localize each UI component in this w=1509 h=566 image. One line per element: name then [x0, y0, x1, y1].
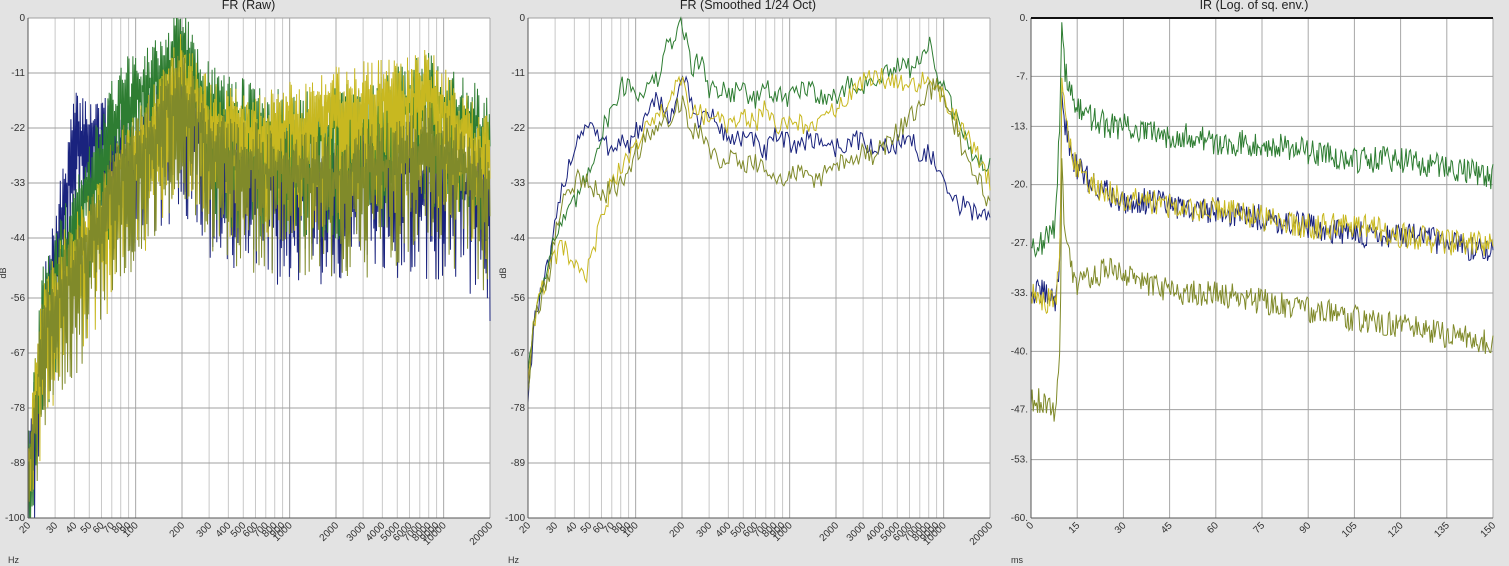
y-tick-label: -60.	[1011, 513, 1028, 524]
x-tick-label: 20000	[468, 520, 496, 548]
x-tick-label: 150	[1479, 520, 1499, 540]
x-tick-label: 3000	[845, 520, 869, 544]
y-tick-label: -22	[11, 123, 26, 134]
y-tick-label: -7.	[1016, 71, 1028, 82]
y-tick-label: -47.	[1011, 405, 1028, 416]
chart-title: FR (Raw)	[221, 0, 276, 12]
ir-plot: 0. -7. -13. -20. -27. -33. -40. -47. -53. -60.0 15…	[1011, 13, 1499, 565]
x-tick-label: 135	[1432, 520, 1452, 540]
plot-area	[528, 18, 990, 518]
y-axis-label: dB	[0, 267, 8, 278]
series-line-1	[1030, 22, 1494, 258]
y-tick-label: -44	[511, 233, 526, 244]
x-tick-label: 120	[1386, 520, 1406, 540]
y-tick-label: -27.	[1011, 238, 1028, 249]
x-axis-label: ms	[1011, 555, 1023, 565]
y-tick-label: -22	[511, 123, 526, 134]
x-tick-label: 45	[1159, 520, 1175, 536]
series-line-2	[1030, 77, 1494, 315]
y-tick-label: -13.	[1011, 121, 1028, 132]
x-axis-label: Hz	[8, 555, 19, 565]
y-tick-label: -11	[11, 68, 25, 79]
y-tick-label: -33	[11, 178, 26, 189]
fr-raw-chart: FR (Raw) 0 -11 -22 -33 -44 -56 -67 -78 -89 -100 20…	[0, 0, 497, 566]
x-tick-label: 30	[45, 520, 61, 536]
x-tick-label: 40	[64, 520, 80, 536]
x-tick-label: 200	[168, 520, 188, 540]
chart-title: FR (Smoothed 1/24 Oct)	[679, 0, 817, 12]
series-line-3	[527, 78, 991, 393]
y-tick-label: -40.	[1011, 346, 1028, 357]
y-tick-label: -89	[11, 458, 26, 469]
x-tick-label: 3000	[345, 520, 369, 544]
y-tick-label: -56	[11, 293, 26, 304]
y-tick-label: -100	[5, 513, 25, 524]
y-tick-label: -78	[511, 403, 526, 414]
y-tick-label: 0.	[1020, 13, 1028, 24]
x-axis-label: Hz	[508, 555, 519, 565]
series-line-3	[27, 52, 491, 514]
x-tick-label: 2000	[318, 520, 342, 544]
series-line-1	[527, 16, 991, 373]
x-tick-label: 300	[695, 520, 715, 540]
x-tick-label: 200	[668, 520, 688, 540]
y-tick-label: -100	[505, 513, 525, 524]
y-tick-label: -67	[511, 348, 526, 359]
y-tick-label: -20.	[1011, 180, 1028, 191]
series-line-3	[1030, 158, 1494, 422]
y-tick-label: -11	[511, 68, 525, 79]
x-tick-label: 15	[1067, 520, 1083, 536]
x-tick-label: 2000	[818, 520, 842, 544]
series-line-0	[527, 75, 991, 403]
x-tick-label: 300	[195, 520, 215, 540]
x-tick-label: 0	[1024, 520, 1036, 532]
chart-title: IR (Log. of sq. env.)	[1199, 0, 1309, 12]
y-tick-label: -33	[511, 178, 526, 189]
y-tick-label: -56	[511, 293, 526, 304]
y-tick-label: -78	[11, 403, 26, 414]
ir-chart: IR (Log. of sq. env.) 0. -7. -13. -20. -27. -…	[999, 0, 1509, 566]
series-line-2	[527, 68, 991, 383]
y-tick-label: -89	[511, 458, 526, 469]
x-tick-label: 75	[1251, 520, 1267, 536]
y-tick-label: 0	[19, 13, 25, 24]
y-tick-label: -53.	[1011, 455, 1028, 466]
x-tick-label: 30	[1113, 520, 1129, 536]
x-tick-label: 90	[1298, 520, 1314, 536]
x-tick-label: 20000	[968, 520, 996, 548]
y-tick-label: -33.	[1011, 288, 1028, 299]
y-axis-label: dB	[498, 267, 508, 278]
y-tick-label: 0	[519, 13, 525, 24]
x-tick-label: 30	[545, 520, 561, 536]
fr-smoothed-chart: FR (Smoothed 1/24 Oct) 0 -11 -22 -33 -44 -56 -…	[497, 0, 999, 566]
x-tick-label: 105	[1340, 520, 1360, 540]
y-tick-label: -44	[11, 233, 26, 244]
y-tick-label: -67	[11, 348, 26, 359]
x-tick-label: 40	[564, 520, 580, 536]
x-tick-label: 60	[1205, 520, 1221, 536]
